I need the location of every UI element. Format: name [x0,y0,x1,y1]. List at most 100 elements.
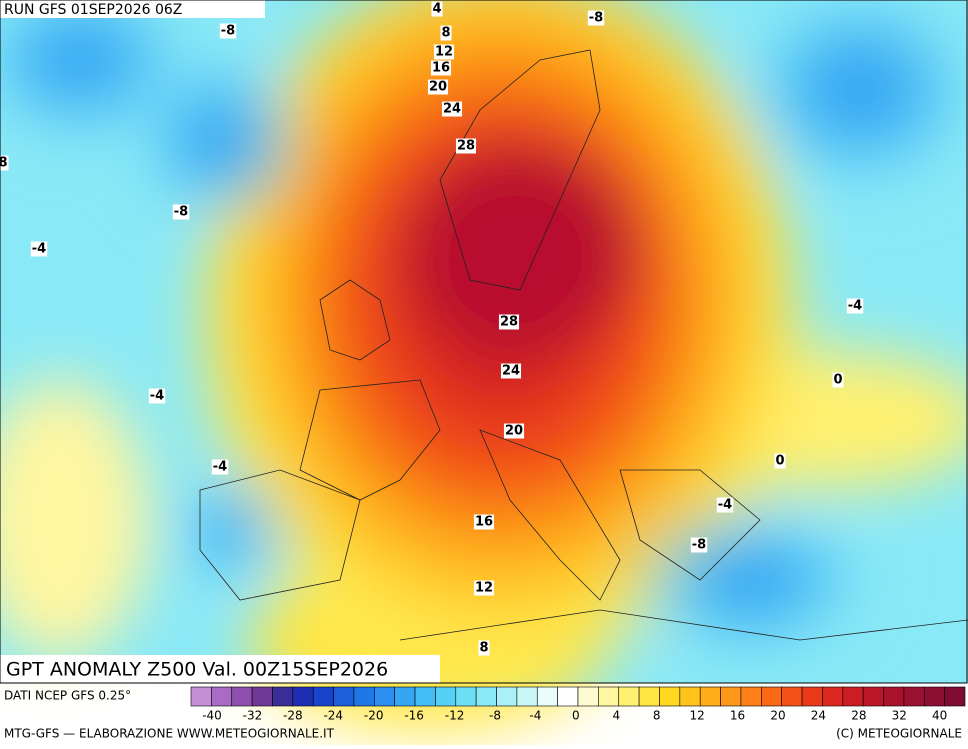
colorbar-swatch [598,686,620,707]
contour-label-box [211,459,229,475]
colorbar-swatch [679,686,701,707]
colorbar-swatch [394,686,416,707]
colorbar-tick-label: -16 [404,709,424,723]
colorbar-swatch [292,686,314,707]
contour-label: 24 [443,102,461,117]
contour-label-box [473,580,495,596]
contour-label-box [500,363,522,379]
contour-label-box [427,79,449,95]
contour-label-box [846,298,864,314]
colorbar-swatch [822,686,844,707]
contour-label-box [498,314,520,330]
colorbar-tick-label: 20 [770,709,785,723]
contour-label-box [431,1,443,17]
contour-label-box [478,640,490,656]
colorbar-swatch [455,686,477,707]
colorbar-swatch [944,686,966,707]
colorbar-swatch [536,686,558,707]
colorbar-swatch [333,686,355,707]
contour-label-box [0,155,9,171]
contour-label-box [30,241,48,257]
contour-label: 20 [429,80,447,95]
colorbar-swatch [862,686,884,707]
colorbar-swatch [883,686,905,707]
colorbar-swatch [251,686,273,707]
contour-label-box [441,101,463,117]
title-box [0,655,440,683]
contour-label: 16 [475,515,493,530]
colorbar-swatch [842,686,864,707]
colorbar-swatch [618,686,640,707]
contour-label-box [440,25,452,41]
contour-label-box [148,388,166,404]
contour-label-box [455,138,477,154]
colorbar-tick-label: 0 [572,709,580,723]
colorbar-tick-label: -20 [364,709,384,723]
contour-label-box [473,514,495,530]
contour-label-box [832,372,844,388]
colorbar-tick-label: 8 [653,709,661,723]
colorbar-swatch [923,686,945,707]
colorbar-tick-label: -4 [529,709,541,723]
contour-label: -4 [848,299,862,314]
contour-label-box [219,23,237,39]
colorbar-tick-label: 28 [851,709,866,723]
colorbar: -40 -32 -28 -24 -20 -16 -12 -8 -4 0 4 8 12 16 20 24 28 32… [190,686,966,723]
contour-label: 4 [432,2,441,17]
contour-label: 8 [441,26,450,41]
run-box [0,0,265,18]
colorbar-swatch [740,686,762,707]
colorbar-swatch [781,686,803,707]
colorbar-swatch [374,686,395,707]
colorbar-swatch [516,686,538,707]
colorbar-tick-label: 12 [689,709,704,723]
colorbar-tick-label: -24 [323,709,343,723]
colorbar-swatch [312,686,334,707]
contour-label-box [430,60,452,76]
colorbar-swatch [272,686,294,707]
contour-label-box [433,44,455,60]
contour-label-box [690,537,708,553]
colorbar-swatch [638,686,660,707]
colorbar-swatch [903,686,925,707]
map-frame [0,0,968,684]
colorbar-tick-label: -12 [445,709,465,723]
contour-label-box [503,423,525,439]
contour-label: -4 [150,389,164,404]
footer-right: (C) METEOGIORNALE [836,727,962,741]
contour-label-box [172,204,190,220]
contour-label: -4 [32,242,46,257]
contour-label: 8 [0,156,8,171]
colorbar-tick-label: -8 [489,709,501,723]
colorbar-swatch [659,686,681,707]
contour-label: -4 [718,498,732,513]
colorbar-tick-label: 32 [892,709,907,723]
contour-label: -4 [213,460,227,475]
contour-label: 28 [457,139,475,154]
colorbar-swatch [699,686,721,707]
colorbar-tick-label: 40 [932,709,947,723]
source-label: DATI NCEP GFS 0.25° [4,689,131,703]
contour-label: -8 [174,205,188,220]
colorbar-swatch [475,686,497,707]
colorbar-tick-label: 16 [730,709,745,723]
colorbar-swatch [211,686,233,707]
contour-label: -8 [221,24,235,39]
contour-label: 0 [833,373,842,388]
contour-label-box [716,497,734,513]
colorbar-swatch [557,686,579,707]
colorbar-swatch [353,686,375,707]
colorbar-tick-label: 4 [612,709,620,723]
colorbar-swatch [435,686,457,707]
colorbar-tick-label: -28 [283,709,303,723]
contour-label: -8 [589,11,603,26]
map [0,0,968,730]
contour-label: 0 [775,454,784,469]
contour-label: 28 [500,315,518,330]
colorbar-swatch [761,686,782,707]
colorbar-swatch [577,686,599,707]
colorbar-swatch [720,686,742,707]
coastlines [199,49,968,641]
colorbar-swatch [190,686,212,707]
